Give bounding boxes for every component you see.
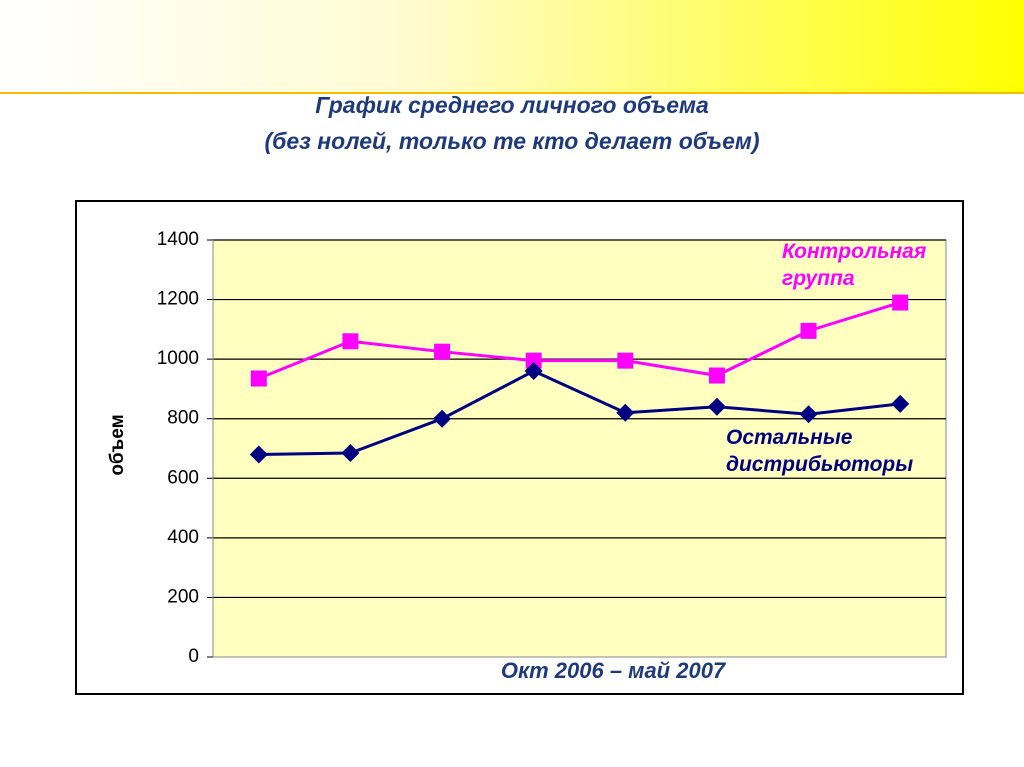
marker [524, 362, 543, 381]
marker [433, 409, 452, 428]
marker [891, 394, 910, 413]
marker [525, 352, 542, 369]
y-tick-label: 1200 [157, 289, 199, 310]
marker [616, 403, 635, 422]
series-line [258, 301, 901, 380]
y-tick-label: 0 [188, 646, 199, 667]
marker [341, 443, 360, 462]
y-axis-label: объем [107, 414, 128, 475]
chart-subtitle: (без нолей, только те кто делает объем) [264, 128, 760, 154]
y-tick-label: 1000 [157, 348, 199, 369]
series-label: Остальные дистрибьюторы [726, 426, 914, 476]
y-tick-label: 600 [167, 467, 199, 488]
marker [617, 352, 634, 369]
series-line [258, 369, 901, 456]
marker [707, 397, 726, 416]
marker [892, 294, 909, 311]
plot-area [212, 239, 947, 658]
series-label: Контрольная группа [782, 240, 927, 290]
y-tick-label: 1400 [157, 229, 199, 250]
y-tick-label: 400 [167, 527, 199, 548]
header-band [0, 0, 1024, 94]
marker [250, 370, 267, 387]
marker [799, 405, 818, 424]
marker [434, 343, 451, 360]
marker [249, 445, 268, 464]
marker [800, 322, 817, 339]
y-tick-label: 800 [167, 408, 199, 429]
y-tick-label: 200 [167, 586, 199, 607]
x-axis-label: Окт 2006 – май 2007 [501, 658, 727, 683]
marker [342, 333, 359, 350]
chart-title: График среднего личного объема [315, 92, 709, 118]
marker [708, 367, 725, 384]
